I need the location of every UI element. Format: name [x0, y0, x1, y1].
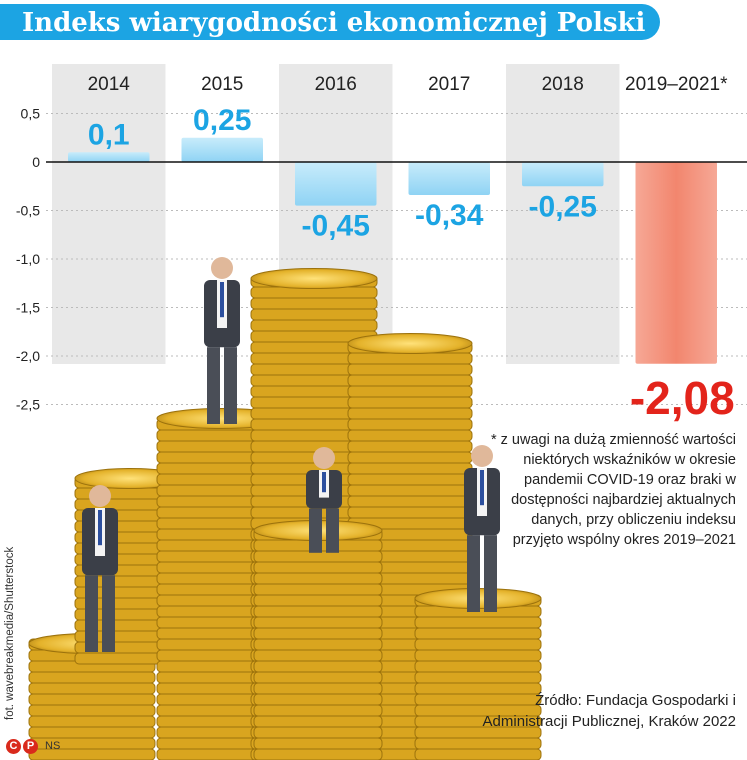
business-person-figure — [306, 447, 342, 553]
business-person-figure — [204, 257, 240, 424]
y-tick-label: -2,0 — [16, 348, 40, 364]
y-tick-label: 0 — [32, 154, 40, 170]
bar-value-label: 0,1 — [88, 118, 130, 151]
category-label: 2015 — [201, 74, 243, 95]
copyright-icon: C — [6, 738, 21, 754]
bar-value-label: -2,08 — [630, 372, 735, 424]
bar — [408, 162, 490, 195]
category-label: 2019–2021* — [625, 74, 728, 95]
bar — [68, 152, 150, 162]
footnote: * z uwagi na dużą zmienność wartości nie… — [490, 432, 736, 548]
coin-stack — [253, 520, 383, 760]
y-tick-label: -2,5 — [16, 397, 40, 413]
bar-value-label: -0,45 — [302, 210, 370, 243]
bar-value-label: 0,25 — [193, 104, 251, 137]
bar-value-label: -0,34 — [415, 199, 484, 232]
y-tick-label: -0,5 — [16, 203, 40, 219]
title-background — [0, 4, 660, 40]
coin-stack — [414, 588, 542, 760]
y-tick-label: -1,0 — [16, 251, 40, 267]
column-shade — [52, 64, 166, 364]
business-person-figure — [464, 445, 500, 612]
y-tick-label: 0,5 — [21, 106, 41, 122]
category-label: 2014 — [88, 74, 131, 95]
chart-title: Indeks wiarygodności ekonomicznej Polski — [22, 8, 646, 38]
bar-chart: 0,5 0 -0,5 -1,0 -1,5 -2,0 -2,5 2014 2015 2016 2017… — [16, 64, 747, 760]
source-note: Źródło: Fundacja Gospodarki i Administra… — [482, 692, 736, 730]
agency-logo: C P NS — [6, 737, 60, 755]
title-bar: Indeks wiarygodności ekonomicznej Polski — [0, 0, 747, 44]
bar — [295, 162, 377, 206]
y-tick-label: -1,5 — [16, 300, 40, 316]
bar-value-label: -0,25 — [529, 190, 597, 223]
press-icon: P — [23, 738, 38, 754]
photo-credit: fot. wavebreakmedia/Shutterstock — [4, 546, 16, 720]
bar — [181, 137, 263, 162]
bar — [635, 162, 717, 364]
category-label: 2017 — [428, 74, 470, 95]
agency-initials: NS — [45, 740, 61, 752]
category-label: 2016 — [315, 74, 357, 95]
category-label: 2018 — [542, 74, 584, 95]
business-person-figure — [82, 485, 118, 652]
bar — [522, 162, 604, 187]
